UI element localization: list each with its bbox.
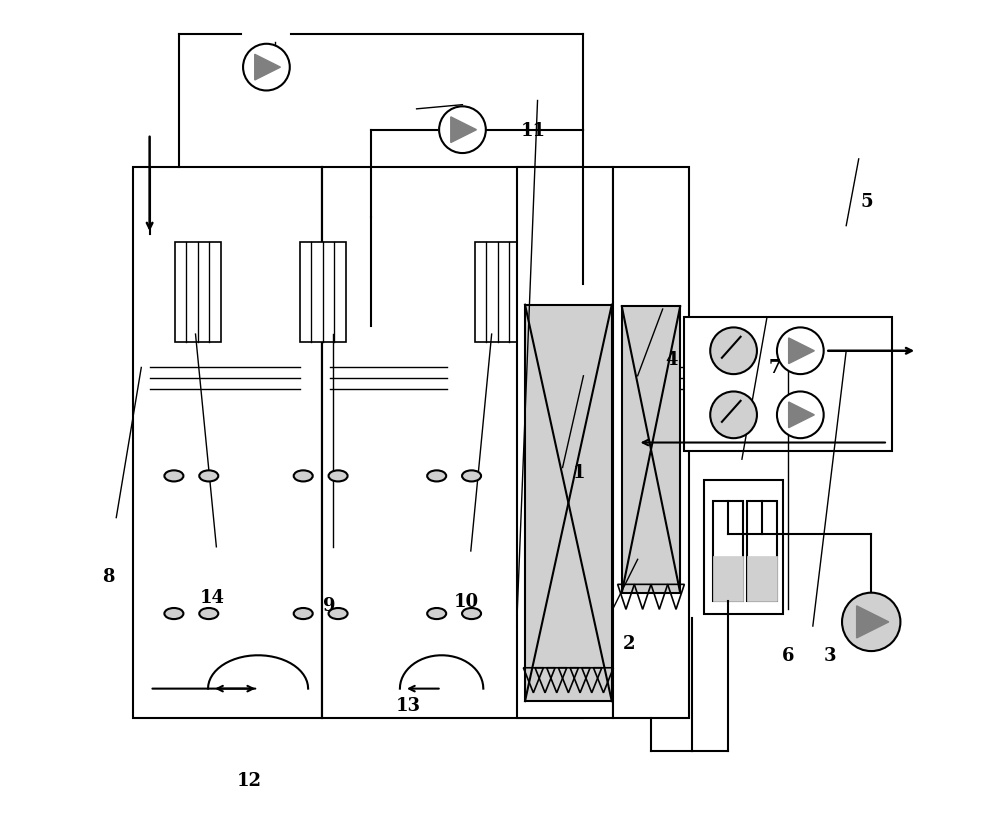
Text: 11: 11 [521,121,546,140]
Text: 8: 8 [102,568,114,585]
Ellipse shape [462,609,481,619]
Bar [747,502,777,601]
Polygon shape [451,118,476,143]
Bar [713,502,743,601]
Text: 2: 2 [623,634,636,652]
Ellipse shape [294,609,313,619]
Circle shape [777,328,824,375]
Polygon shape [789,402,814,428]
Text: 3: 3 [823,646,836,665]
Ellipse shape [329,471,348,482]
Text: 5: 5 [861,192,873,211]
Bar [475,243,521,343]
Bar [300,243,346,343]
Bar [684,318,892,451]
Ellipse shape [199,609,218,619]
Text: 4: 4 [665,350,677,369]
Polygon shape [789,339,814,364]
Ellipse shape [427,609,446,619]
Ellipse shape [462,471,481,482]
Polygon shape [255,55,280,81]
Bar [517,168,613,718]
Polygon shape [857,606,889,638]
Circle shape [842,593,900,651]
Circle shape [777,392,824,439]
Bar [525,305,612,701]
Bar [322,168,583,718]
Bar [704,481,783,614]
Ellipse shape [199,471,218,482]
Bar [713,556,743,601]
Circle shape [243,44,290,91]
Ellipse shape [164,609,183,619]
Text: 7: 7 [769,359,782,377]
Text: 6: 6 [782,646,794,665]
Circle shape [710,328,757,375]
Ellipse shape [294,471,313,482]
Ellipse shape [164,471,183,482]
Bar [622,307,680,593]
Circle shape [710,392,757,439]
Text: 12: 12 [237,772,262,789]
Bar [175,243,221,343]
Bar [613,168,689,718]
Text: 14: 14 [200,589,225,606]
Text: 9: 9 [323,597,335,614]
Circle shape [439,107,486,154]
Text: 13: 13 [396,696,421,715]
Bar [747,556,777,601]
Text: 10: 10 [454,593,479,610]
Ellipse shape [427,471,446,482]
Ellipse shape [329,609,348,619]
Text: 1: 1 [573,463,586,482]
Bar [133,168,322,718]
